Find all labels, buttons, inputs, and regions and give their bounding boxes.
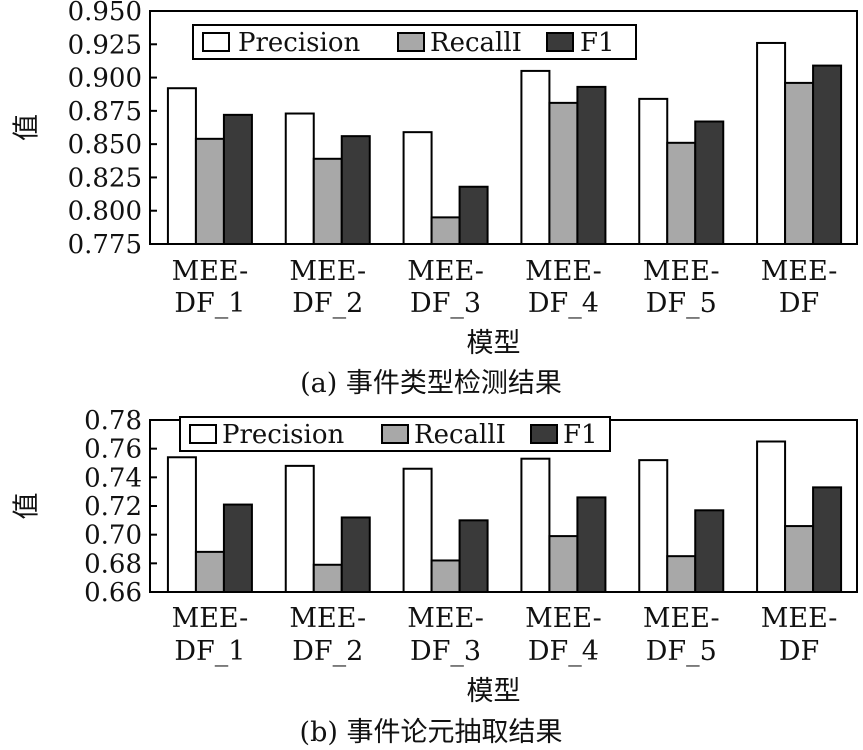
bar-a-recalli-5 xyxy=(666,141,697,245)
bar-b-precision-2 xyxy=(284,464,315,593)
legend-swatch-a-f1 xyxy=(546,32,574,52)
x-tick-label-b-2-line1: MEE- xyxy=(289,603,366,634)
x-tick-label-a-6-line2: DF xyxy=(779,288,819,319)
bar-b-recalli-4 xyxy=(548,535,579,593)
x-tick-label-b-6-line2: DF xyxy=(779,636,819,667)
y-tick-label-b-0: 0.78 xyxy=(84,406,142,436)
bar-b-f1-3 xyxy=(458,519,489,593)
y-tick-label-a-7: 0.775 xyxy=(68,230,142,260)
legend-label-b-precision: Precision xyxy=(222,420,344,450)
x-tick-label-a-1-line1: MEE- xyxy=(172,256,249,287)
bar-a-precision-5 xyxy=(638,97,669,245)
x-tick-label-a-5-line1: MEE- xyxy=(643,256,720,287)
y-tick-label-a-5: 0.825 xyxy=(68,163,142,193)
bar-a-f1-2 xyxy=(340,135,371,245)
x-tick-label-a-6-line1: MEE- xyxy=(761,256,838,287)
y-tick-label-a-1: 0.925 xyxy=(68,30,142,60)
legend-swatch-a-recalli xyxy=(397,32,425,52)
legend-label-a-recalli: RecallI xyxy=(430,28,522,58)
bar-b-recalli-2 xyxy=(312,563,343,593)
bar-a-recalli-4 xyxy=(548,101,579,245)
legend-label-a-precision: Precision xyxy=(238,28,360,58)
bar-a-recalli-1 xyxy=(194,137,225,245)
caption-b: (b) 事件论元抽取结果 xyxy=(300,717,563,748)
bar-a-recalli-6 xyxy=(784,81,815,245)
bar-a-f1-3 xyxy=(458,185,489,245)
bar-b-precision-3 xyxy=(402,467,433,594)
y-tick-label-a-6: 0.800 xyxy=(68,197,142,227)
x-tick-label-a-4-line1: MEE- xyxy=(525,256,602,287)
y-tick-label-a-0: 0.950 xyxy=(68,0,142,27)
x-tick-label-a-3-line1: MEE- xyxy=(407,256,484,287)
plot-frame-a xyxy=(149,10,858,245)
bar-a-f1-6 xyxy=(812,64,843,245)
bar-a-precision-1 xyxy=(166,87,197,245)
y-tick-label-b-3: 0.72 xyxy=(84,492,142,522)
x-tick-label-b-3-line2: DF_3 xyxy=(410,636,481,667)
bar-b-precision-6 xyxy=(756,440,787,593)
x-tick-label-b-1-line1: MEE- xyxy=(172,603,249,634)
bar-b-recalli-6 xyxy=(784,525,815,593)
legend-swatch-b-f1 xyxy=(530,424,558,444)
legend-swatch-b-precision xyxy=(189,424,217,444)
legend-label-b-recalli: RecallI xyxy=(414,420,506,450)
bar-a-precision-3 xyxy=(402,131,433,245)
bar-b-precision-5 xyxy=(638,459,669,593)
bar-b-recalli-3 xyxy=(430,559,461,594)
bar-b-f1-6 xyxy=(812,486,843,593)
x-tick-label-b-6-line1: MEE- xyxy=(761,603,838,634)
y-axis-title-a: 值 xyxy=(12,114,43,141)
x-tick-label-b-2-line2: DF_2 xyxy=(292,636,363,667)
y-axis-title-b: 值 xyxy=(12,493,43,520)
x-tick-label-a-1-line2: DF_1 xyxy=(174,288,245,319)
x-tick-label-b-4-line1: MEE- xyxy=(525,603,602,634)
bar-a-f1-1 xyxy=(222,113,253,245)
x-tick-label-b-1-line2: DF_1 xyxy=(174,636,245,667)
bar-b-recalli-5 xyxy=(666,555,697,594)
bar-a-f1-5 xyxy=(694,120,725,245)
bar-b-recalli-1 xyxy=(194,550,225,593)
bar-b-precision-4 xyxy=(520,457,551,594)
x-tick-label-a-4-line2: DF_4 xyxy=(528,288,599,319)
y-tick-label-b-1: 0.76 xyxy=(84,435,142,465)
bar-a-recalli-3 xyxy=(430,216,461,245)
bar-a-precision-6 xyxy=(756,41,787,245)
x-axis-title-b: 模型 xyxy=(467,676,521,707)
legend-label-b-f1: F1 xyxy=(563,420,598,450)
x-tick-label-a-3-line2: DF_3 xyxy=(410,288,481,319)
y-tick-label-b-4: 0.70 xyxy=(84,521,142,551)
bar-b-precision-1 xyxy=(166,456,197,593)
caption-a: (a) 事件类型检测结果 xyxy=(300,368,562,399)
y-tick-label-a-2: 0.900 xyxy=(68,64,142,94)
y-tick-label-b-6: 0.66 xyxy=(84,578,142,608)
bar-a-precision-4 xyxy=(520,69,551,245)
bar-b-f1-2 xyxy=(340,516,371,594)
bar-a-precision-2 xyxy=(284,112,315,245)
x-tick-label-b-4-line2: DF_4 xyxy=(528,636,599,667)
x-tick-label-a-2-line1: MEE- xyxy=(289,256,366,287)
y-tick-label-a-3: 0.875 xyxy=(68,97,142,127)
bar-a-recalli-2 xyxy=(312,157,343,245)
y-tick-label-b-2: 0.74 xyxy=(84,463,142,493)
bar-b-f1-4 xyxy=(576,496,607,593)
bar-b-f1-5 xyxy=(694,509,725,593)
x-axis-title-a: 模型 xyxy=(467,328,521,359)
y-tick-label-a-4: 0.850 xyxy=(68,130,142,160)
legend-label-a-f1: F1 xyxy=(580,28,615,58)
legend-swatch-b-recalli xyxy=(381,424,409,444)
x-tick-label-b-3-line1: MEE- xyxy=(407,603,484,634)
legend-swatch-a-precision xyxy=(202,32,230,52)
y-tick-label-b-5: 0.68 xyxy=(84,549,142,579)
x-tick-label-a-2-line2: DF_2 xyxy=(292,288,363,319)
bar-b-f1-1 xyxy=(222,503,253,594)
x-tick-label-b-5-line1: MEE- xyxy=(643,603,720,634)
x-tick-label-b-5-line2: DF_5 xyxy=(646,636,717,667)
bar-a-f1-4 xyxy=(576,85,607,245)
x-tick-label-a-5-line2: DF_5 xyxy=(646,288,717,319)
